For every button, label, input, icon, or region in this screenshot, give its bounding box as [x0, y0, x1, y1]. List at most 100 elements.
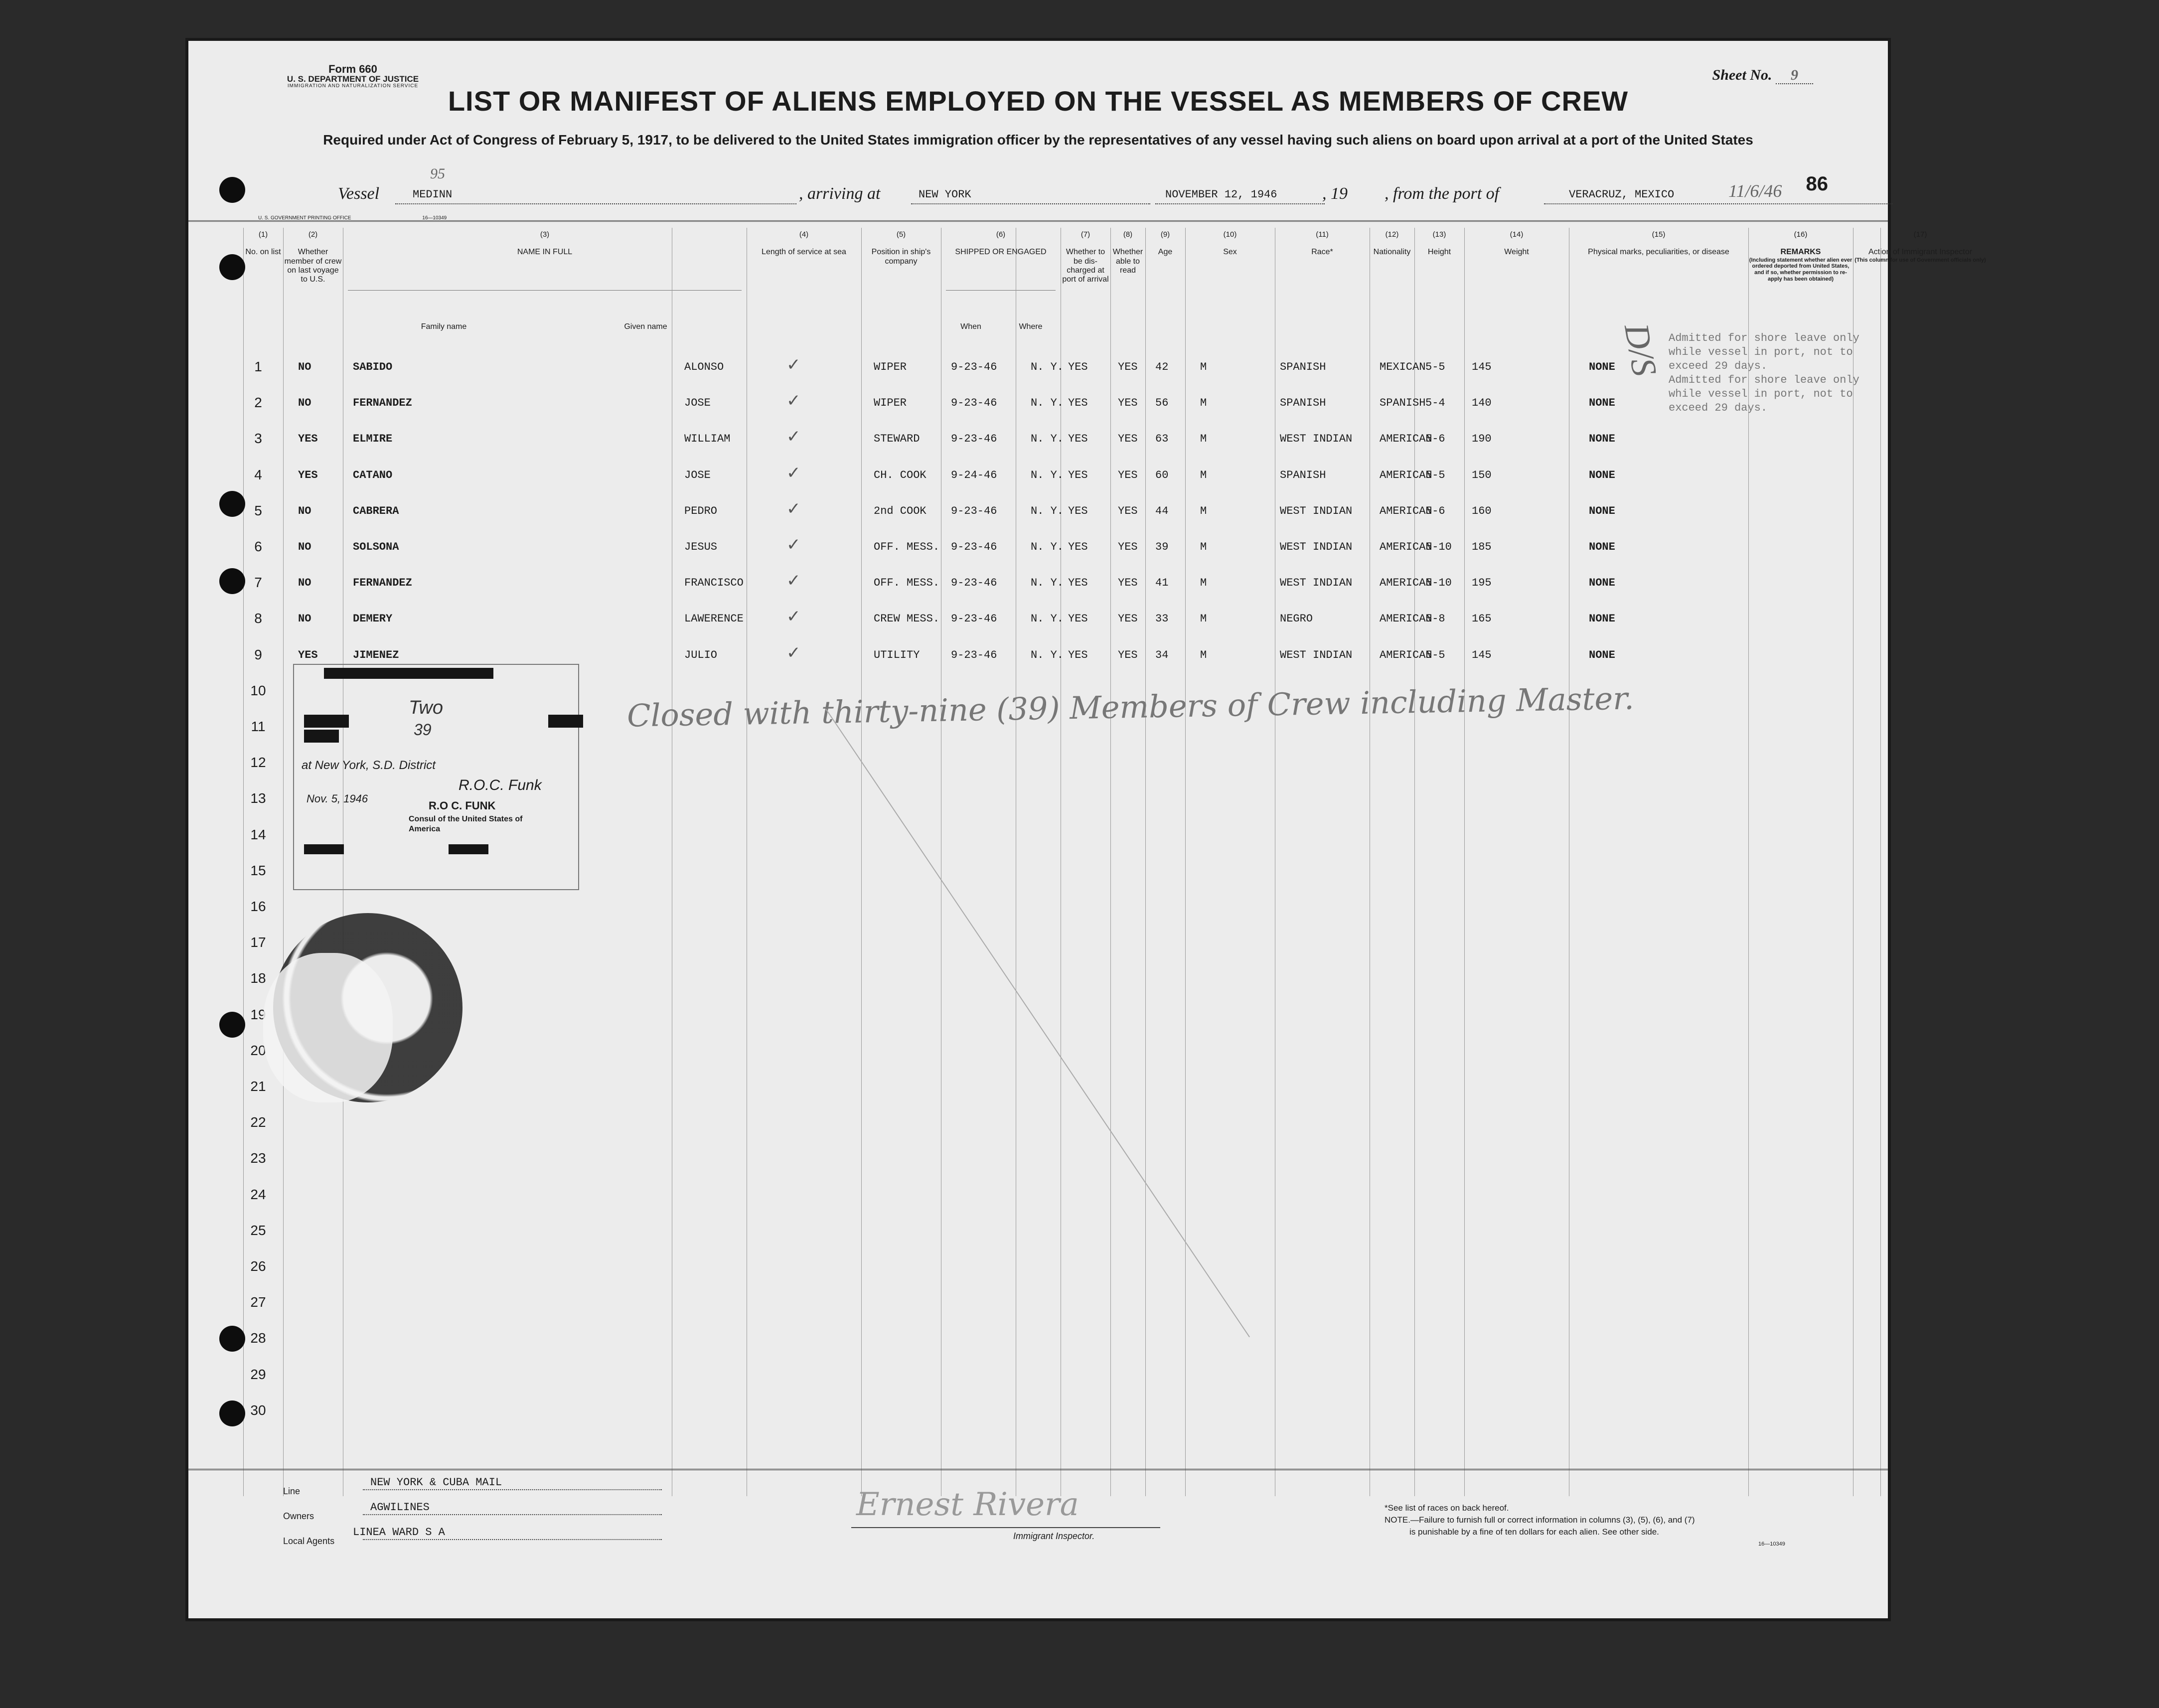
- row-number: 7: [254, 575, 262, 591]
- column-rule: [1464, 228, 1465, 1496]
- column-rule: [1110, 228, 1111, 1496]
- family-name-cell: FERNANDEZ: [353, 397, 412, 410]
- remark-line: exceed 29 days.: [1669, 402, 1768, 414]
- row-number: 8: [254, 611, 262, 626]
- column-header: (16) REMARKS (Including statement whether …: [1748, 230, 1853, 282]
- crew-row: 2 NO FERNANDEZ JOSE ✓ WIPER 9-23-46 N. Y. YES YES…: [188, 386, 1888, 422]
- row-number: 12: [250, 755, 266, 771]
- shipped-when-cell: 9-23-46: [951, 397, 997, 410]
- read-cell: YES: [1118, 504, 1138, 517]
- inspector-label: Immigrant Inspector.: [1013, 1531, 1095, 1541]
- remarks-block: Admitted for shore leave only while vess…: [1669, 331, 1859, 415]
- column-label: NAME IN FULL: [517, 248, 573, 257]
- discharged-cell: YES: [1068, 504, 1088, 517]
- weight-cell: 145: [1472, 361, 1492, 373]
- column-rule: [861, 228, 862, 1496]
- service-cell: ✓: [786, 463, 801, 483]
- note-penalty: NOTE.—Failure to furnish full or correct…: [1385, 1515, 1695, 1525]
- row-number: 5: [254, 502, 262, 518]
- given-name-cell: WILLIAM: [684, 433, 731, 446]
- sheet-label: Sheet No.: [1712, 67, 1772, 83]
- page-subtitle: Required under Act of Congress of Februa…: [323, 132, 1753, 148]
- column-header: (10) Sex: [1185, 230, 1275, 257]
- column-header: (8) Whether able to read: [1110, 230, 1145, 275]
- age-cell: 44: [1155, 504, 1169, 517]
- position-cell: WIPER: [874, 361, 907, 373]
- from-port: VERACRUZ, MEXICO: [1569, 188, 1675, 201]
- age-cell: 39: [1155, 541, 1169, 553]
- stamp-title: Consul of the United States of America: [409, 815, 523, 833]
- age-cell: 60: [1155, 468, 1169, 481]
- sheet-number-value: 9: [1776, 67, 1813, 84]
- physical-marks-cell: NONE: [1589, 504, 1615, 517]
- physical-marks-cell: NONE: [1589, 613, 1615, 625]
- row-number: 2: [254, 395, 262, 411]
- position-cell: STEWARD: [874, 433, 920, 446]
- physical-marks-cell: NONE: [1589, 541, 1615, 553]
- row-number: 1: [254, 359, 262, 374]
- height-cell: 5-5: [1425, 648, 1445, 661]
- shipped-when-cell: 9-23-46: [951, 613, 997, 625]
- form-header: Form 660 U. S. DEPARTMENT OF JUSTICE IMM…: [258, 63, 448, 89]
- column-number: (17): [1913, 230, 1927, 239]
- row-number: 4: [254, 466, 262, 482]
- row-number: 14: [250, 826, 266, 842]
- column-rule: [243, 228, 244, 1496]
- row-number: 25: [250, 1222, 266, 1238]
- shipped-when-cell: 9-23-46: [951, 541, 997, 553]
- column-subheader: Where: [1019, 322, 1043, 331]
- nationality-cell: AMERICAN: [1380, 648, 1432, 661]
- family-name-cell: CABRERA: [353, 504, 399, 517]
- shipped-when-cell: 9-23-46: [951, 504, 997, 517]
- shipped-where-cell: N. Y.: [1031, 577, 1064, 590]
- seal-paper-overlay: [263, 953, 393, 1102]
- read-cell: YES: [1118, 468, 1138, 481]
- punch-hole: [219, 568, 245, 594]
- column-rule: [1414, 228, 1415, 1496]
- row-number: 18: [250, 970, 266, 986]
- service-cell: ✓: [786, 535, 801, 555]
- service-cell: ✓: [786, 498, 801, 519]
- race-cell: WEST INDIAN: [1280, 577, 1353, 590]
- crew-row: 1 NO SABIDO ALONSO ✓ WIPER 9-23-46 N. Y. YES YES 4…: [188, 350, 1888, 386]
- sex-cell: M: [1200, 397, 1207, 410]
- race-cell: SPANISH: [1280, 397, 1326, 410]
- discharged-cell: YES: [1068, 577, 1088, 590]
- column-subheader: When: [960, 322, 981, 331]
- shipped-when-cell: 9-23-46: [951, 577, 997, 590]
- column-number: (2): [308, 230, 318, 239]
- shipped-when-cell: 9-23-46: [951, 433, 997, 446]
- family-name-cell: SOLSONA: [353, 541, 399, 553]
- form-code: 16—10349: [1758, 1541, 1785, 1547]
- inspector-signature: Ernest Rivera: [856, 1486, 1079, 1523]
- given-name-cell: JULIO: [684, 648, 718, 661]
- column-number: (11): [1316, 230, 1329, 239]
- gpo-code: 16—10349: [422, 215, 447, 221]
- physical-marks-cell: NONE: [1589, 361, 1615, 373]
- height-cell: 5-10: [1425, 577, 1452, 590]
- position-cell: OFF. MESS.: [874, 577, 940, 590]
- read-cell: YES: [1118, 541, 1138, 553]
- column-subheader: Family name: [421, 322, 467, 331]
- column-label: Sex: [1223, 248, 1237, 257]
- weight-cell: 160: [1472, 504, 1492, 517]
- physical-marks-cell: NONE: [1589, 468, 1615, 481]
- line-value: NEW YORK & CUBA MAIL: [370, 1476, 502, 1489]
- punch-hole: [219, 254, 245, 280]
- remark-line: exceed 29 days.: [1669, 360, 1768, 372]
- column-number: (6): [996, 230, 1006, 239]
- sex-cell: M: [1200, 613, 1207, 625]
- column-label: SHIPPED OR ENGAGED: [955, 248, 1047, 257]
- physical-marks-cell: NONE: [1589, 648, 1615, 661]
- note-races: *See list of races on back hereof.: [1385, 1503, 1509, 1513]
- manifest-sheet: Form 660 U. S. DEPARTMENT OF JUSTICE IMM…: [188, 41, 1986, 1618]
- column-header: (2) Whether member of crew on last voyage…: [283, 230, 343, 285]
- given-name-cell: JOSE: [684, 397, 711, 410]
- year-label: , 19: [1322, 184, 1348, 203]
- punch-hole: [219, 1012, 245, 1038]
- family-name-cell: DEMERY: [353, 613, 393, 625]
- physical-marks-cell: NONE: [1589, 577, 1615, 590]
- crew-row: 6 NO SOLSONA JESUS ✓ OFF. MESS. 9-23-46 N. Y. YE…: [188, 530, 1888, 566]
- row-number: 27: [250, 1294, 266, 1310]
- column-number: (8): [1123, 230, 1133, 239]
